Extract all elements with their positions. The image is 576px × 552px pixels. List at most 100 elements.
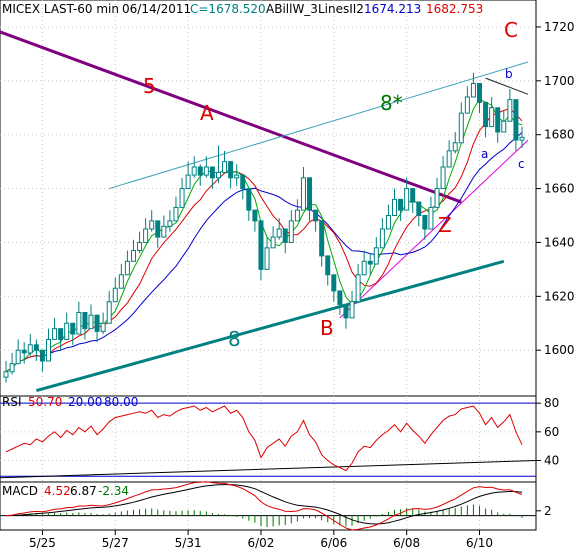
candle-body <box>45 338 51 362</box>
rsi-value-2: 20.00 <box>68 395 102 409</box>
rsi-panel <box>0 395 537 483</box>
x-tick-label: 5/31 <box>175 536 202 550</box>
candle-body <box>82 311 88 330</box>
candle-body <box>88 314 94 330</box>
candle-body <box>143 228 149 243</box>
annotation-b: b <box>505 67 513 81</box>
candle-body <box>428 206 434 230</box>
candle-body <box>337 290 343 305</box>
rsi-title: RSI <box>2 395 22 409</box>
candle-body <box>33 344 39 351</box>
y-tick-label: 1640 <box>544 235 575 249</box>
candle-body <box>379 228 385 249</box>
candle-body <box>149 220 155 230</box>
candle-body <box>64 322 70 340</box>
candle-body <box>21 349 27 354</box>
macd-value-2: 6.87 <box>70 484 97 498</box>
candle-body <box>76 311 82 335</box>
candle-body <box>276 228 282 238</box>
candle-body <box>161 225 167 238</box>
candle-body <box>300 177 306 211</box>
annotation-c: c <box>518 157 525 171</box>
candle-body <box>264 247 270 270</box>
annotation-5: 5 <box>143 74 156 98</box>
instrument-label: MICEX LAST-60 min <box>2 2 119 16</box>
candle-body <box>361 260 367 276</box>
candle-body <box>179 188 185 208</box>
candles <box>3 72 525 383</box>
candle-body <box>367 260 373 265</box>
rsi-trend-line <box>0 460 537 479</box>
candle-body <box>392 198 398 217</box>
candle-body <box>185 174 191 190</box>
candle-body <box>440 166 446 190</box>
candle-body <box>288 220 294 243</box>
candle-body <box>228 161 234 179</box>
ma-blue-line <box>5 131 523 373</box>
macd-value-1: 4.52 <box>44 484 71 498</box>
candle-body <box>52 328 58 340</box>
rsi-value-1: 50.70 <box>28 395 62 409</box>
rsi-value-3: 80.00 <box>104 395 138 409</box>
rsi-line <box>5 405 523 472</box>
candle-body <box>9 363 15 373</box>
annotation-8: 8 <box>228 327 241 351</box>
y-axis: 1600 1620 1640 1660 1680 1700 1720 40 60 80 2 <box>536 20 575 518</box>
rsi-y-tick-label: 80 <box>544 396 559 410</box>
candle-body <box>294 209 300 222</box>
candle-body <box>422 215 428 230</box>
candle-body <box>130 250 136 262</box>
candle-body <box>252 209 258 222</box>
trend-line-5 <box>0 30 462 204</box>
rsi-series <box>0 402 537 479</box>
candle-body <box>246 188 252 211</box>
indicator-value-2: 1682.753 <box>426 2 483 16</box>
resistance-line-b <box>485 77 529 95</box>
candle-body <box>313 209 319 222</box>
candle-body <box>167 220 173 227</box>
candle-body <box>191 166 197 176</box>
support-line-magenta <box>339 139 529 319</box>
candle-body <box>470 83 476 98</box>
y-tick-label: 1620 <box>544 289 575 303</box>
price-panel <box>0 0 537 397</box>
annotation-B: B <box>320 316 334 340</box>
candle-body <box>410 188 416 203</box>
candle-body <box>173 206 179 222</box>
y-tick-label: 1700 <box>544 74 575 88</box>
x-tick-label: 5/27 <box>102 536 129 550</box>
candle-body <box>483 101 489 128</box>
candle-body <box>3 371 9 378</box>
candle-body <box>464 96 470 114</box>
trend-lines <box>0 30 529 393</box>
candle-body <box>349 301 355 319</box>
x-axis: 5/25 5/27 5/31 6/02 6/06 6/08 6/10 <box>29 530 493 550</box>
candle-body <box>258 220 264 270</box>
candle-body <box>446 150 452 168</box>
rsi-y-tick-label: 60 <box>544 425 559 439</box>
annotation-Z: Z <box>438 213 452 237</box>
candle-body <box>270 236 276 249</box>
candle-body <box>70 322 76 335</box>
candle-body <box>477 83 483 103</box>
candle-body <box>501 120 507 133</box>
close-label: C=1678.520 <box>190 2 266 16</box>
candle-body <box>404 188 410 211</box>
candle-body <box>513 99 519 141</box>
candle-body <box>282 228 288 243</box>
indicator-value-1: 1674.213 <box>364 2 421 16</box>
candle-body <box>495 107 501 133</box>
candle-body <box>458 112 464 144</box>
candle-body <box>124 260 130 276</box>
date-label: 06/14/2011 <box>122 2 191 16</box>
channel-upper-line <box>109 61 529 190</box>
candle-body <box>197 166 203 176</box>
candle-body <box>118 274 124 289</box>
candle-body <box>209 166 215 179</box>
annotation-A: A <box>200 101 214 125</box>
candle-body <box>112 287 118 303</box>
candle-body <box>331 274 337 292</box>
candle-body <box>398 198 404 211</box>
candle-body <box>325 255 331 276</box>
